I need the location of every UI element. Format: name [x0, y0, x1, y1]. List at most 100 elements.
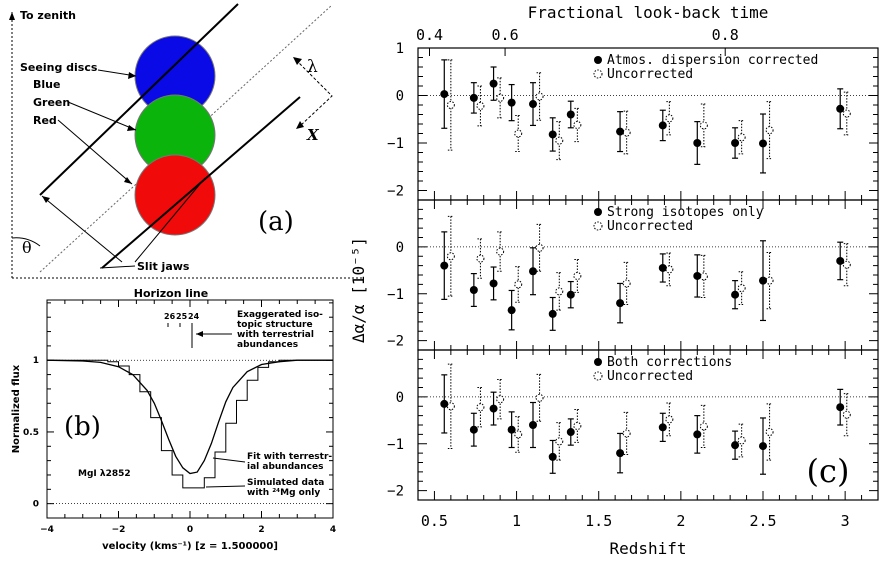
corrected-point: [731, 441, 740, 450]
red-label: Red: [33, 114, 57, 127]
zenith-arrow-head-icon: [9, 12, 15, 20]
legend-corrected-label: Atmos. dispersion corrected: [607, 53, 818, 68]
uncorrected-point: [535, 243, 544, 252]
legend-corrected-marker: [594, 358, 602, 366]
uncorrected-point: [737, 436, 746, 445]
slit-jaws-label: Slit jaws: [137, 260, 190, 273]
panel-b-ticks: [46, 300, 334, 518]
panel-c-chart: Fractional look-back time 0.4 0.6 0.8 −2 −1…: [349, 3, 879, 558]
uncorrected-point: [622, 429, 631, 438]
theta-symbol: θ: [22, 238, 32, 257]
lambda-arrow-head-icon: [293, 57, 302, 65]
panel-b-y-axis-label: Normalized flux: [11, 364, 22, 453]
uncorrected-point: [535, 393, 544, 402]
corrected-point: [529, 100, 537, 109]
uncorrected-point: [555, 136, 564, 145]
panel-b-tag: (b): [64, 412, 101, 442]
corrected-point: [469, 286, 478, 294]
panel-b-x-tick-label: 0: [187, 525, 193, 535]
corrected-point: [548, 309, 557, 318]
uncorrected-point: [496, 93, 505, 102]
uncorrected-point: [765, 428, 774, 437]
uncorrected-point: [842, 410, 851, 419]
panel-b-x-tick-label: 2: [258, 525, 264, 535]
isotope-26-label: 26: [164, 312, 176, 321]
corrected-point: [616, 449, 625, 458]
uncorrected-point: [622, 128, 631, 137]
corrected-point: [836, 256, 845, 265]
uncorrected-point: [496, 395, 505, 404]
legend-corrected-marker: [594, 208, 602, 216]
redshift-tick-label: 2.5: [749, 512, 776, 530]
corrected-point: [693, 430, 702, 439]
y-tick-label: 0: [396, 390, 404, 406]
lambda-symbol: λ: [307, 57, 318, 77]
corrected-point: [548, 452, 557, 461]
corrected-point: [616, 299, 625, 308]
y-tick-label: 0: [396, 89, 404, 105]
blue-label: Blue: [33, 78, 60, 91]
legend-uncorrected-marker: [593, 371, 603, 381]
corrected-point: [693, 271, 702, 280]
corrected-point: [566, 428, 575, 437]
legend-uncorrected-label: Uncorrected: [607, 369, 693, 384]
legend-corrected-label: Both corrections: [607, 355, 732, 370]
panel-b-y-tick-label: 0: [33, 500, 39, 510]
isotope-25-label: 25: [176, 312, 188, 321]
corrected-point: [529, 267, 537, 276]
corrected-point: [836, 104, 845, 113]
uncorrected-point: [665, 415, 674, 424]
delta-alpha-axis-label: Δα/α [10⁻⁵]: [349, 237, 368, 343]
corrected-point: [759, 139, 767, 148]
uncorrected-point: [765, 276, 774, 285]
corrected-point: [489, 279, 498, 288]
uncorrected-point: [446, 101, 455, 109]
uncorrected-point: [555, 437, 564, 446]
isotope-24-label: 24: [188, 312, 200, 321]
corrected-point: [658, 423, 667, 432]
uncorrected-point: [496, 247, 505, 256]
slit-width-arrow-head-icon: [42, 196, 50, 203]
simulated-data-steps: [47, 359, 333, 489]
fit-curve: [46, 359, 333, 475]
isotope-note-arrow-head-icon: [196, 331, 203, 337]
fit-note: Fit with terrestr-ial abundances: [247, 452, 332, 472]
panel-b-x-axis-label: velocity (kms⁻¹) [z = 1.500000]: [102, 541, 278, 552]
slit-width-arrow-line: [41, 195, 123, 263]
y-tick-label: −1: [387, 437, 404, 453]
panel-b-x-tick-labels: −4 −2 0 2 4: [40, 525, 336, 535]
legend-corrected-label: Strong isotopes only: [607, 205, 764, 220]
corrected-point: [693, 139, 702, 147]
uncorrected-point: [476, 254, 485, 263]
corrected-point: [548, 130, 557, 139]
corrected-point: [440, 399, 449, 408]
uncorrected-point: [535, 92, 544, 101]
corrected-point: [489, 404, 498, 413]
y-tick-label: −2: [387, 484, 404, 500]
green-label: Green: [33, 96, 70, 109]
uncorrected-point: [665, 114, 674, 123]
horizon-line-label: Horizon line: [134, 287, 208, 300]
uncorrected-point: [699, 121, 708, 130]
x-arrow-head-icon: [296, 121, 304, 129]
corrected-point: [836, 403, 845, 412]
slit-jaws-pointer-2: [134, 177, 206, 263]
uncorrected-point: [476, 101, 485, 110]
sim-note: Simulated data with ²⁴Mg only: [247, 478, 324, 498]
uncorrected-point: [446, 252, 455, 261]
uncorrected-point: [622, 279, 631, 288]
x-symbol: X: [306, 126, 320, 144]
uncorrected-point: [699, 422, 708, 431]
to-zenith-label: To zenith: [20, 9, 76, 22]
y-tick-label: −1: [387, 136, 404, 152]
y-tick-label: −1: [387, 287, 404, 303]
subpanel-1: −2 −1 0 1 Atmos. dispersion correctedUncorre…: [387, 41, 879, 201]
seeing-discs-label: Seeing discs: [20, 61, 98, 74]
uncorrected-point: [842, 109, 851, 118]
corrected-point: [469, 93, 478, 102]
